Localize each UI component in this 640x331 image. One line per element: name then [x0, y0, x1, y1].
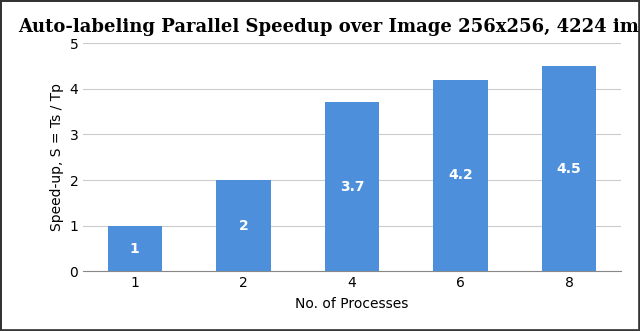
Bar	[325, 102, 379, 271]
Y-axis label: Speed-up, S = Ts / Tp: Speed-up, S = Ts / Tp	[50, 83, 64, 231]
Bar	[542, 66, 596, 271]
Bar	[433, 79, 488, 271]
Title: Auto-labeling Parallel Speedup over Image 256x256, 4224 images: Auto-labeling Parallel Speedup over Imag…	[19, 18, 640, 36]
Text: 3.7: 3.7	[340, 180, 364, 194]
Text: 2: 2	[239, 219, 248, 233]
Text: 1: 1	[130, 242, 140, 256]
Bar	[108, 226, 162, 271]
Bar	[216, 180, 271, 271]
Text: 4.2: 4.2	[448, 168, 473, 182]
X-axis label: No. of Processes: No. of Processes	[295, 297, 409, 311]
Text: 4.5: 4.5	[557, 162, 582, 176]
